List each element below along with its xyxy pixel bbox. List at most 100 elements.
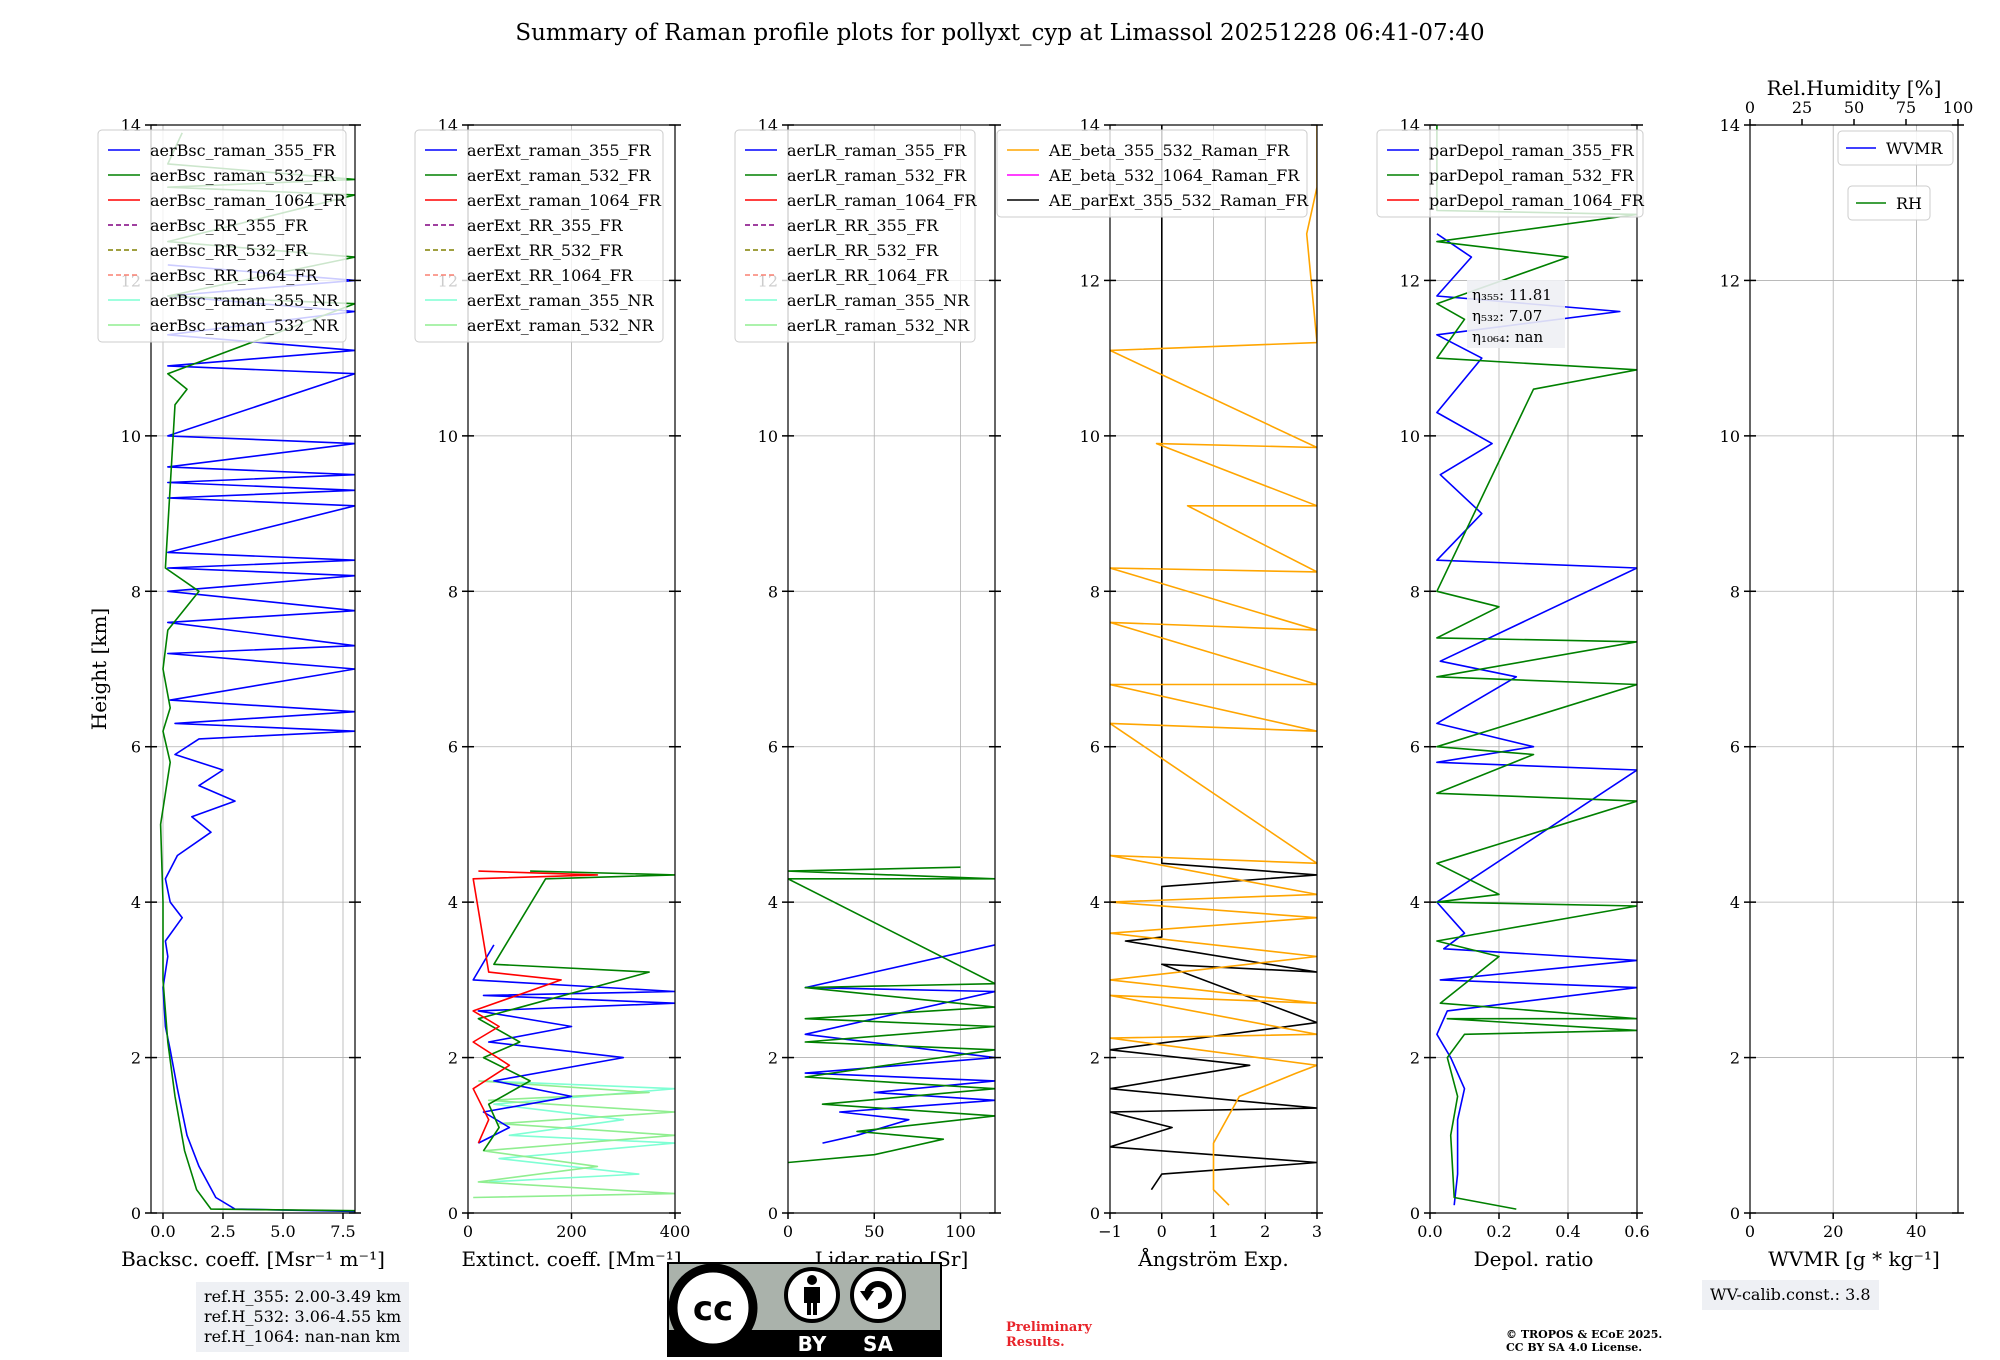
ref-height-355: ref.H_355: 2.00-3.49 km <box>204 1287 402 1306</box>
legend-depolarization: parDepol_raman_355_FR parDepol_raman_532_… <box>1376 129 1645 218</box>
top-xtick-label: 0 <box>1745 98 1755 117</box>
wv-calibration-constant: WV-calib.const.: 3.8 <box>1710 1285 1871 1304</box>
ytick-label: 10 <box>1720 427 1740 446</box>
ytick-label: 4 <box>768 893 778 912</box>
series-aerLR_raman_532_FR <box>788 866 995 1164</box>
ytick-label: 10 <box>758 427 778 446</box>
ytick-label: 10 <box>1080 427 1100 446</box>
figure-title: Summary of Raman profile plots for polly… <box>515 20 1485 46</box>
legend-label: aerExt_raman_532_NR <box>467 316 655 335</box>
legend-label: aerBsc_RR_1064_FR <box>150 266 319 285</box>
legend-label: aerBsc_raman_355_NR <box>150 291 339 310</box>
xtick-label: 3 <box>1312 1222 1322 1241</box>
top-xtick-label: 50 <box>1844 98 1864 117</box>
series-AE_beta_355_532_Raman_FR <box>1110 125 1317 1206</box>
reference-height-box: ref.H_355: 2.00-3.49 km ref.H_532: 3.06-… <box>196 1282 410 1352</box>
xtick-label: 2 <box>1260 1222 1270 1241</box>
xaxis-label: Backsc. coeff. [Msr⁻¹ m⁻¹] <box>121 1247 385 1271</box>
legend-label: AE_beta_355_532_Raman_FR <box>1048 141 1290 160</box>
legend-label: aerExt_RR_1064_FR <box>467 266 634 285</box>
legend-label: aerExt_raman_532_FR <box>467 166 652 185</box>
legend-label: aerLR_raman_532_FR <box>787 166 967 185</box>
top-xtick-label: 25 <box>1792 98 1812 117</box>
xtick-label: 2.5 <box>210 1222 235 1241</box>
xtick-label: 20 <box>1823 1222 1843 1241</box>
legend-frame <box>1837 130 1954 166</box>
share-alike-icon <box>850 1267 906 1323</box>
ytick-label: 4 <box>1090 893 1100 912</box>
series-aerBsc_raman_355_FR <box>162 264 355 1213</box>
legend-backscatter: aerBsc_raman_355_FR aerBsc_raman_532_FRae… <box>97 129 347 343</box>
ytick-label: 6 <box>1410 738 1420 757</box>
ytick-label: 6 <box>1090 738 1100 757</box>
legend-label: aerBsc_RR_355_FR <box>150 216 308 235</box>
svg-text:cc: cc <box>693 1289 733 1329</box>
ytick-label: 10 <box>438 427 458 446</box>
ytick-label: 10 <box>121 427 141 446</box>
legend-label: aerLR_RR_532_FR <box>787 241 939 260</box>
ytick-label: 8 <box>1410 582 1420 601</box>
axes-frame <box>1749 124 1959 1214</box>
ytick-label: 12 <box>1720 271 1740 290</box>
wv-calibration-box: WV-calib.const.: 3.8 <box>1702 1280 1879 1310</box>
xaxis-label: WVMR [g * kg⁻¹] <box>1768 1247 1940 1271</box>
ytick-label: 4 <box>1730 893 1740 912</box>
ytick-label: 6 <box>448 738 458 757</box>
ytick-label: 2 <box>768 1049 778 1068</box>
legend-label: parDepol_raman_355_FR <box>1429 141 1635 160</box>
legend-label: RH <box>1896 194 1922 213</box>
depol-annotation: η₃₅₅: 11.81 η₅₃₂: 7.07 η₁₀₆₄: nan <box>1467 280 1565 348</box>
preliminary-results-label: Preliminary Results. <box>1006 1320 1092 1350</box>
cc-license-badge: cc BY SA <box>667 1262 942 1357</box>
ytick-label: 2 <box>448 1049 458 1068</box>
preliminary-line-2: Results. <box>1006 1335 1065 1350</box>
ytick-label: 6 <box>131 738 141 757</box>
legend-label: aerLR_raman_532_NR <box>787 316 970 335</box>
legend-label: aerLR_raman_355_FR <box>787 141 967 160</box>
copyright-notice: © TROPOS & ECoE 2025. CC BY SA 4.0 Licen… <box>1506 1328 1662 1354</box>
legend-label: aerBsc_raman_532_FR <box>150 166 336 185</box>
legend-angstrom: AE_beta_355_532_Raman_FR AE_beta_532_1064… <box>996 129 1309 218</box>
top-axis-label: Rel.Humidity [%] <box>1767 76 1942 100</box>
legend-frame <box>734 129 976 343</box>
ytick-label: 6 <box>1730 738 1740 757</box>
ytick-label: 0 <box>1730 1204 1740 1223</box>
legend-label: parDepol_raman_1064_FR <box>1429 191 1645 210</box>
ytick-label: 10 <box>1400 427 1420 446</box>
series-group <box>472 870 675 1199</box>
series-aerExt_raman_532_NR <box>473 1080 675 1199</box>
ytick-label: 8 <box>131 582 141 601</box>
ytick-label: 12 <box>1080 271 1100 290</box>
xtick-label: 0.2 <box>1486 1222 1511 1241</box>
legend-extinction: aerExt_raman_355_FR aerExt_raman_532_FRae… <box>414 129 664 343</box>
axes-frame <box>1429 124 1638 1214</box>
legend-label: AE_parExt_355_532_Raman_FR <box>1048 191 1309 210</box>
legend-label: aerBsc_raman_532_NR <box>150 316 339 335</box>
ytick-label: 2 <box>131 1049 141 1068</box>
legend-frame <box>97 129 347 343</box>
ytick-label: 2 <box>1090 1049 1100 1068</box>
copyright-line-1: © TROPOS & ECoE 2025. <box>1506 1328 1663 1341</box>
axes-frame <box>787 124 996 1214</box>
xtick-label: 0 <box>783 1222 793 1241</box>
legend-label: aerLR_raman_355_NR <box>787 291 970 310</box>
preliminary-line-1: Preliminary <box>1006 1320 1092 1335</box>
legend-label: aerExt_raman_1064_FR <box>467 191 662 210</box>
panel-extinction: 024681012140200400Extinct. coeff. [Mm⁻¹]… <box>414 116 690 1271</box>
legend-label: aerLR_RR_355_FR <box>787 216 939 235</box>
ytick-label: 0 <box>1410 1204 1420 1223</box>
xtick-label: 0 <box>1157 1222 1167 1241</box>
ytick-label: 6 <box>768 738 778 757</box>
series-parDepol_raman_532_FR <box>1436 125 1637 1210</box>
axes-frame <box>150 124 356 1214</box>
series-aerExt_raman_532_FR <box>477 870 675 1152</box>
xtick-label: 0.0 <box>1417 1222 1442 1241</box>
ytick-label: 8 <box>1090 582 1100 601</box>
panel-wvmr: 0 2 4 6 8 10 12 14 0 20 40 WVMR [g * kg⁻¹] 0 25 50 75 10… <box>1720 76 1974 1271</box>
ytick-label: 2 <box>1730 1049 1740 1068</box>
legend-label: aerBsc_RR_532_FR <box>150 241 308 260</box>
xtick-label: 200 <box>556 1222 587 1241</box>
legend-label: AE_beta_532_1064_Raman_FR <box>1048 166 1300 185</box>
